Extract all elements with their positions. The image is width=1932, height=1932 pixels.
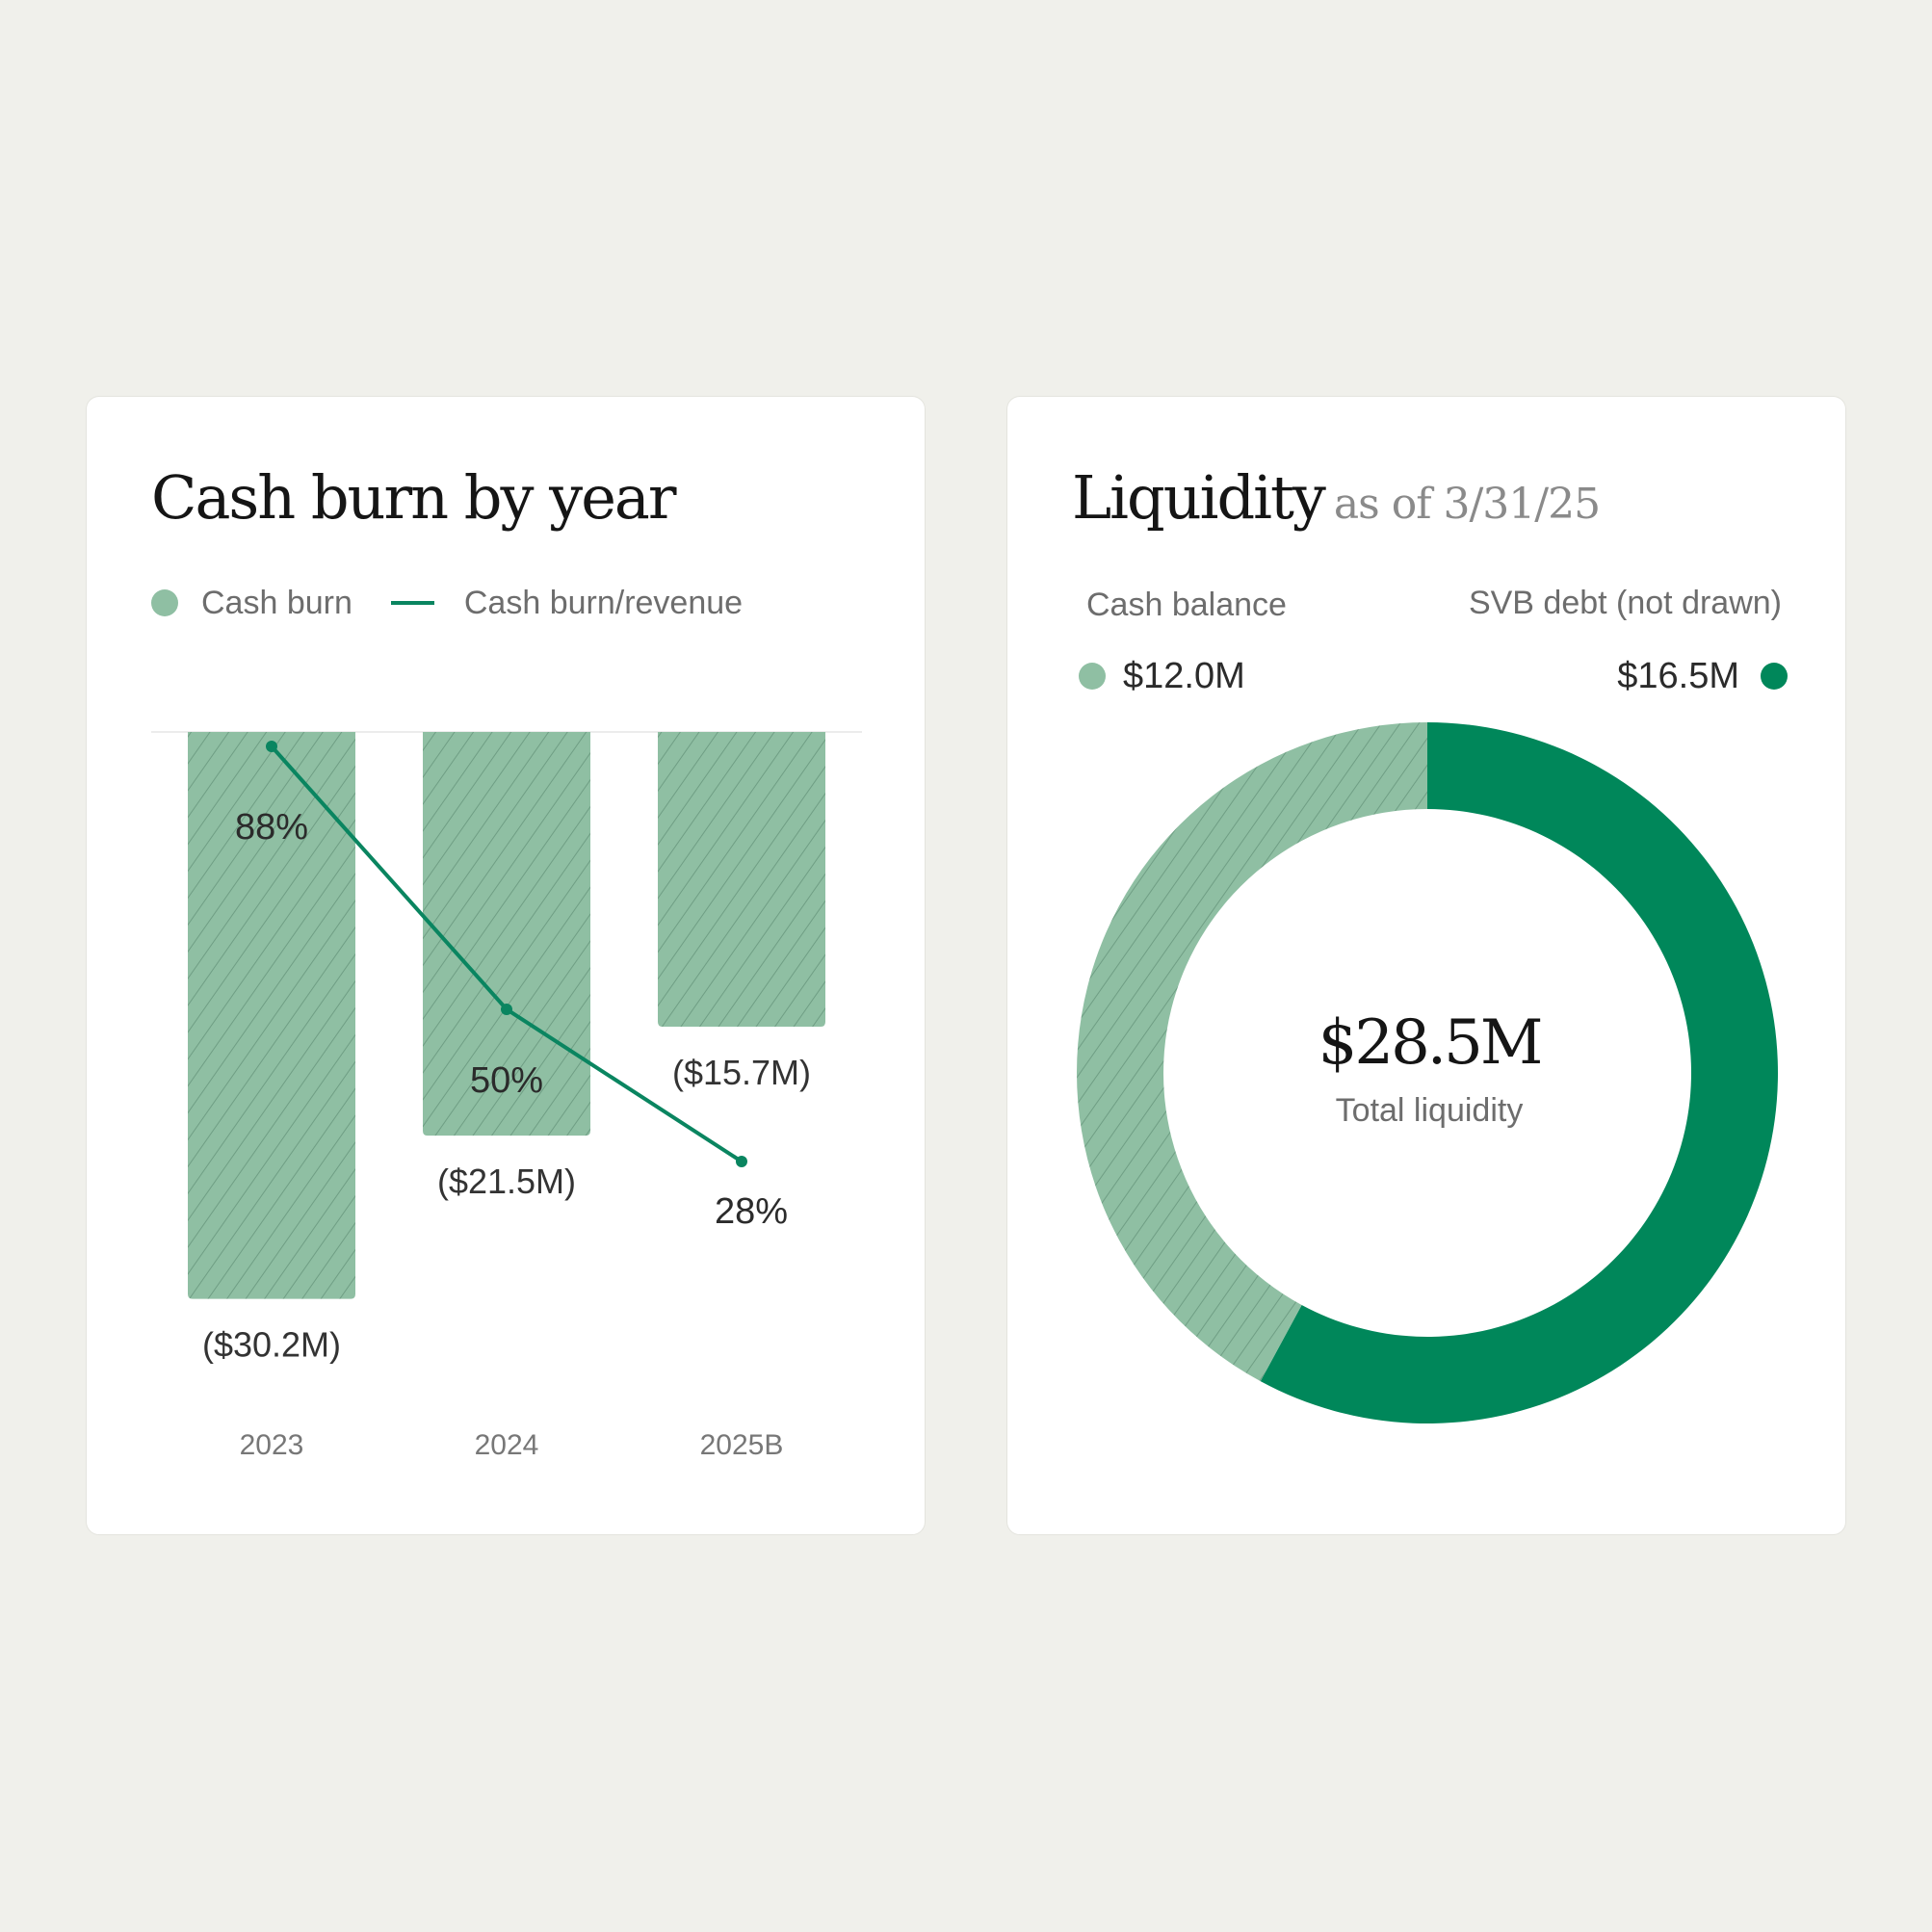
cash-burn-legend-label: Cash burn: [201, 584, 352, 621]
svb-debt-slice: [1260, 722, 1779, 1423]
cash-burn-ratio-point: [501, 1003, 512, 1015]
cash-burn-ratio-label: 50%: [470, 1060, 543, 1101]
svb-debt-swatch: [1761, 663, 1788, 690]
x-tick-label: 2025B: [700, 1429, 784, 1461]
cash-burn-bar-2023: [188, 732, 355, 1299]
cash-burn-title: Cash burn by year: [151, 462, 676, 533]
total-liquidity-label: Total liquidity: [1335, 1092, 1524, 1129]
liquidity-title: Liquidity as of 3/31/25: [1072, 462, 1601, 533]
cash-burn-ratio-legend-label: Cash burn/revenue: [463, 584, 744, 621]
svb-debt-value: $16.5M: [1617, 655, 1739, 696]
liquidity-title-main: Liquidity: [1072, 462, 1326, 533]
x-tick-label: 2023: [240, 1429, 304, 1461]
cash-burn-card: Cash burn by year Cash burn Cash burn/re…: [86, 396, 926, 1535]
cash-balance-value-row: $12.0M: [1079, 652, 1245, 700]
svb-debt-value-row: $16.5M: [1617, 652, 1788, 700]
liquidity-card: Liquidity as of 3/31/25 Cash balance SVB …: [1006, 396, 1846, 1535]
cash-burn-bar-label: ($30.2M): [202, 1325, 341, 1365]
cash-balance-swatch: [1079, 663, 1106, 690]
cash-burn-bar-label: ($21.5M): [437, 1162, 576, 1201]
cash-burn-bar-label: ($15.7M): [672, 1053, 811, 1092]
cash-burn-legend-swatch: [151, 589, 178, 616]
cash-burn-bar-2025B: [658, 732, 825, 1028]
cash-burn-chart: ($30.2M) 2023 ($21.5M) 2024 ($15.7M) 2025B 88%…: [151, 731, 862, 1461]
cash-balance-slice: [1077, 722, 1427, 1382]
cash-burn-ratio-label: 28%: [715, 1191, 788, 1232]
cash-burn-ratio-legend-swatch: [390, 601, 434, 605]
x-tick-label: 2024: [475, 1429, 539, 1461]
svb-debt-label: SVB debt (not drawn): [1468, 585, 1782, 621]
liquidity-donut-chart: [1077, 722, 1779, 1423]
cash-burn-ratio-point: [736, 1156, 747, 1167]
cash-burn-ratio-point: [266, 741, 277, 752]
liquidity-as-of-date: as of 3/31/25: [1333, 480, 1601, 529]
cash-burn-legend: Cash burn Cash burn/revenue: [151, 582, 743, 624]
cash-balance-label: Cash balance: [1086, 587, 1287, 623]
cash-balance-value: $12.0M: [1123, 655, 1245, 696]
cash-burn-ratio-label: 88%: [235, 807, 308, 848]
total-liquidity-value: $28.5M: [1318, 1007, 1544, 1079]
